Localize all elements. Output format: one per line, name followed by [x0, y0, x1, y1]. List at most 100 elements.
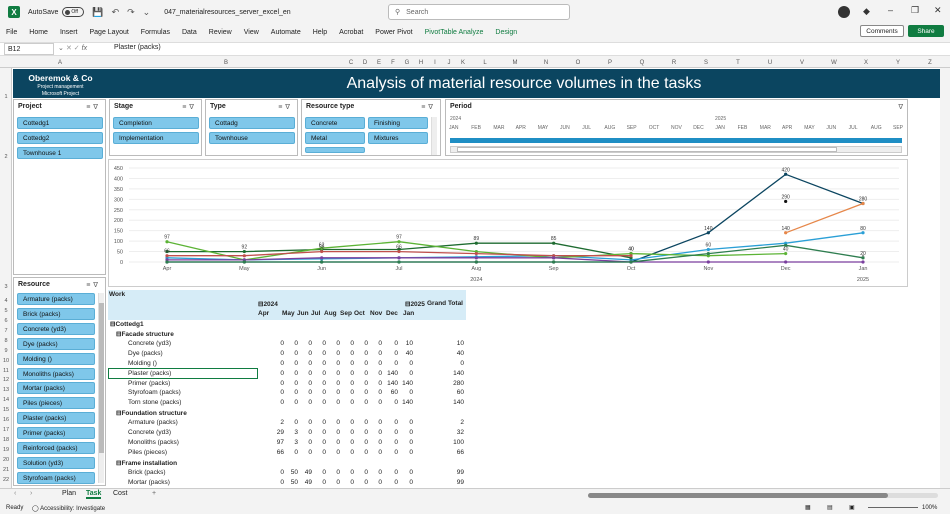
formula-input[interactable]: Plaster (packs)	[114, 44, 161, 51]
timeline-month[interactable]: AUG	[604, 125, 616, 131]
data-point[interactable]	[165, 254, 169, 258]
timeline-month[interactable]: JUL	[582, 125, 592, 131]
tab-file[interactable]: File	[6, 28, 18, 36]
tab-task[interactable]: Task	[86, 490, 102, 499]
slicer-item-cottedg2[interactable]: Cottedg2	[17, 132, 103, 144]
tab-review[interactable]: Review	[208, 28, 232, 36]
data-point[interactable]	[165, 240, 169, 244]
row-header[interactable]: 14	[2, 397, 10, 404]
slicer-item-concrete[interactable]: Concrete	[305, 117, 365, 129]
filter-icon[interactable]: ≡∇	[421, 104, 436, 111]
horizontal-scroll-thumb[interactable]	[588, 493, 888, 498]
series-line[interactable]	[167, 257, 863, 263]
slicer-item-resource[interactable]: Primer (packs)	[17, 427, 95, 440]
row-header[interactable]: 3	[4, 284, 8, 290]
row-header[interactable]: 19	[2, 447, 10, 454]
data-point[interactable]	[552, 241, 556, 245]
row-header[interactable]: 8	[4, 337, 8, 344]
row-header[interactable]: 17	[2, 427, 10, 434]
row-header[interactable]: 18	[2, 437, 10, 444]
data-point[interactable]	[397, 260, 401, 264]
clear-filter-icon[interactable]: ∇	[898, 104, 903, 111]
row-header[interactable]: 2	[4, 154, 8, 160]
column-header[interactable]: F	[391, 60, 395, 66]
column-header[interactable]: G	[404, 60, 410, 66]
data-point[interactable]	[474, 252, 478, 256]
tab-cost[interactable]: Cost	[113, 490, 128, 497]
data-point[interactable]	[861, 231, 865, 235]
data-point[interactable]	[784, 231, 788, 235]
slicer-item-resource[interactable]: Monoliths (packs)	[17, 367, 95, 380]
share-button[interactable]: Share	[908, 25, 944, 37]
timeline-month[interactable]: MAY	[537, 125, 549, 131]
tab-data[interactable]: Data	[181, 28, 197, 36]
minimize-icon[interactable]: –	[888, 5, 894, 15]
column-header[interactable]: M	[512, 60, 518, 66]
tab-help[interactable]: Help	[312, 28, 328, 36]
column-header[interactable]: R	[671, 60, 677, 66]
series-line[interactable]	[167, 244, 864, 263]
timeline-month[interactable]: FEB	[737, 125, 748, 131]
data-point[interactable]	[629, 254, 633, 258]
data-point[interactable]	[320, 249, 324, 254]
slicer-item-resource[interactable]: Molding ()	[17, 352, 95, 365]
column-header[interactable]: B	[223, 60, 228, 66]
horizontal-scrollbar[interactable]	[588, 493, 938, 498]
data-point[interactable]	[320, 260, 324, 264]
slicer-item-cottadg[interactable]: Cottadg	[209, 117, 295, 129]
timeline-month[interactable]: DEC	[693, 125, 704, 131]
row-header[interactable]: 20	[2, 457, 10, 464]
slicer-item-partial[interactable]	[305, 147, 365, 153]
timeline-month[interactable]: FEB	[471, 125, 481, 131]
tab-power-pivot[interactable]: Power Pivot	[375, 28, 413, 36]
column-header[interactable]: L	[483, 60, 487, 66]
data-point[interactable]	[474, 256, 478, 260]
timeline-month[interactable]: NOV	[671, 125, 682, 131]
timeline-bar[interactable]	[450, 138, 902, 143]
data-point[interactable]	[706, 252, 710, 256]
data-point[interactable]	[397, 249, 401, 254]
slicer-item-completion[interactable]: Completion	[113, 117, 199, 129]
chevron-down-icon[interactable]: ⌄	[58, 45, 64, 52]
comments-button[interactable]: Comments	[860, 25, 904, 37]
column-header[interactable]: U	[767, 60, 773, 66]
slicer-item-townhouse1[interactable]: Townhouse 1	[17, 147, 103, 159]
row-header[interactable]: 16	[2, 417, 10, 424]
slicer-item-cottedg1[interactable]: Cottedg1	[17, 117, 103, 129]
tab-home[interactable]: Home	[29, 28, 48, 36]
row-header[interactable]: 13	[2, 387, 10, 394]
timeline-month[interactable]: AUG	[870, 125, 882, 131]
slicer-item-resource[interactable]: Armature (packs)	[17, 293, 95, 305]
column-header[interactable]: Y	[895, 60, 900, 66]
row-header[interactable]: 21	[2, 467, 10, 473]
timeline-month[interactable]: APR	[782, 125, 793, 131]
tab-formulas[interactable]: Formulas	[140, 28, 170, 36]
slicer-item-townhouse[interactable]: Townhouse	[209, 132, 295, 144]
fx-icon[interactable]: ✕ ✓ fx	[66, 45, 88, 52]
column-header[interactable]: D	[362, 60, 368, 66]
slicer-item-resource[interactable]: Solution (yd3)	[17, 456, 95, 469]
tab-pivottable-analyze[interactable]: PivotTable Analyze	[424, 28, 484, 36]
normal-view-icon[interactable]: ▦	[805, 505, 811, 511]
data-point[interactable]	[552, 256, 556, 260]
zoom-slider[interactable]	[868, 507, 918, 508]
slicer-item-resource[interactable]: Styrofoam (packs)	[17, 471, 95, 484]
timeline-month[interactable]: JAN	[715, 125, 725, 131]
undo-icon[interactable]: ↶	[111, 6, 120, 17]
slicer-item-metal[interactable]: Metal	[305, 132, 365, 144]
row-header[interactable]: 6	[4, 317, 8, 324]
timeline-month[interactable]: MAY	[804, 125, 815, 131]
tab-acrobat[interactable]: Acrobat	[339, 28, 364, 36]
timeline-month[interactable]: JUL	[848, 125, 858, 131]
search-input[interactable]: Search	[406, 8, 429, 16]
zoom-level[interactable]: 100%	[922, 505, 938, 511]
data-point[interactable]	[784, 260, 788, 264]
data-point[interactable]	[474, 241, 478, 245]
slicer-item-resource[interactable]: Brick (packs)	[17, 307, 95, 320]
timeline-month[interactable]: SEP	[626, 125, 637, 131]
page-layout-icon[interactable]: ▤	[827, 505, 833, 511]
timeline-scroll-thumb[interactable]	[457, 147, 837, 152]
slicer-scrollbar[interactable]	[431, 117, 437, 155]
filter-icon[interactable]: ≡∇	[86, 104, 101, 111]
data-point[interactable]	[706, 260, 710, 264]
